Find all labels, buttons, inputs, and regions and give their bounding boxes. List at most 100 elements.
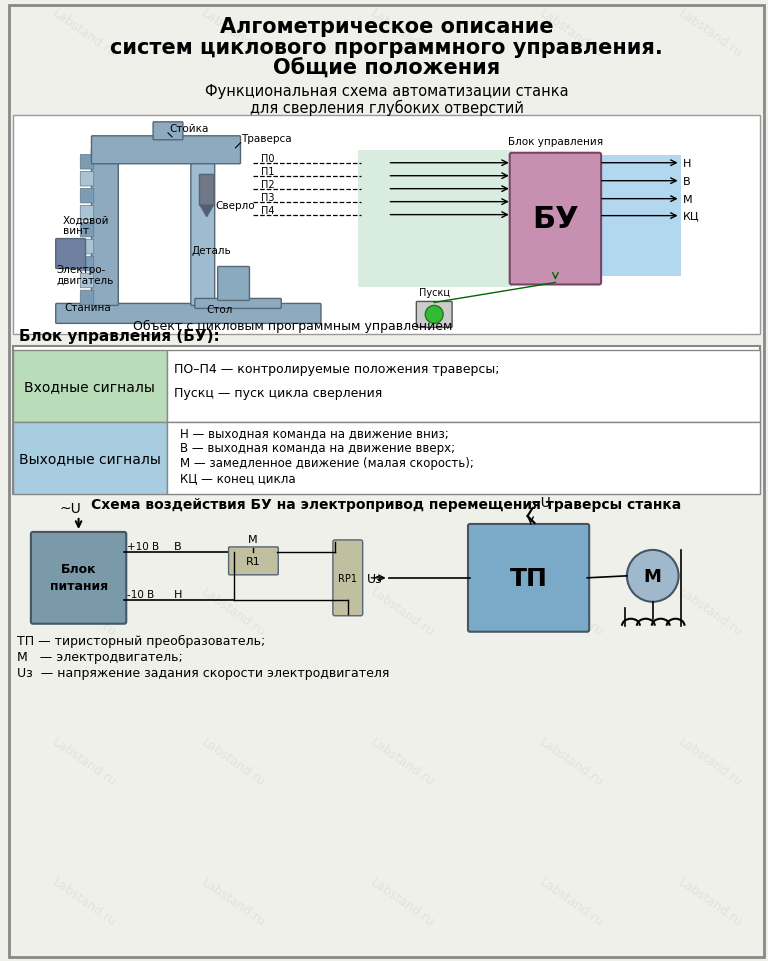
FancyBboxPatch shape	[91, 150, 118, 307]
Text: винт: винт	[63, 225, 88, 235]
Text: Блок управления (БУ):: Блок управления (БУ):	[19, 329, 220, 344]
Text: Labstand.ru: Labstand.ru	[676, 8, 745, 61]
FancyBboxPatch shape	[190, 155, 215, 307]
Text: Функциональная схема автоматизации станка: Функциональная схема автоматизации станк…	[205, 85, 568, 99]
FancyBboxPatch shape	[81, 172, 94, 186]
Text: Пускц: Пускц	[419, 288, 450, 298]
Text: Стойка: Стойка	[169, 124, 208, 134]
FancyBboxPatch shape	[153, 123, 183, 140]
Text: В: В	[683, 177, 690, 186]
Text: Labstand.ru: Labstand.ru	[676, 127, 745, 181]
FancyBboxPatch shape	[81, 240, 94, 255]
FancyBboxPatch shape	[510, 154, 601, 285]
Text: R1: R1	[246, 556, 261, 566]
FancyBboxPatch shape	[81, 223, 94, 237]
FancyBboxPatch shape	[167, 351, 760, 423]
Text: П3: П3	[261, 192, 275, 203]
Text: Uз  — напряжение задания скорости электродвигателя: Uз — напряжение задания скорости электро…	[17, 666, 389, 678]
Text: Labstand.ru: Labstand.ru	[537, 286, 606, 340]
Text: питания: питания	[49, 579, 108, 593]
Circle shape	[425, 307, 443, 324]
Text: Labstand.ru: Labstand.ru	[676, 735, 745, 788]
Polygon shape	[200, 206, 214, 217]
Text: Сверло: Сверло	[216, 201, 255, 210]
Text: Н: Н	[683, 159, 691, 168]
Text: П4: П4	[261, 206, 275, 215]
Text: Uз: Uз	[366, 572, 382, 585]
FancyBboxPatch shape	[13, 347, 760, 495]
Text: Labstand.ru: Labstand.ru	[368, 735, 437, 788]
Text: +10 В: +10 В	[127, 541, 160, 552]
Text: Траверса: Траверса	[241, 134, 292, 143]
Text: Labstand.ru: Labstand.ru	[199, 286, 268, 340]
Text: КЦ — конец цикла: КЦ — конец цикла	[180, 471, 296, 484]
FancyBboxPatch shape	[229, 548, 278, 576]
Text: Labstand.ru: Labstand.ru	[676, 875, 745, 928]
Text: Labstand.ru: Labstand.ru	[199, 875, 268, 928]
Circle shape	[627, 551, 679, 603]
Text: Н — выходная команда на движение вниз;: Н — выходная команда на движение вниз;	[180, 427, 449, 439]
FancyBboxPatch shape	[468, 525, 589, 632]
Text: Labstand.ru: Labstand.ru	[537, 585, 606, 639]
Text: Labstand.ru: Labstand.ru	[368, 286, 437, 340]
Text: Labstand.ru: Labstand.ru	[537, 436, 606, 489]
Text: Labstand.ru: Labstand.ru	[50, 735, 119, 788]
Text: Labstand.ru: Labstand.ru	[50, 585, 119, 639]
Text: Алгометрическое описание: Алгометрическое описание	[220, 17, 553, 37]
FancyBboxPatch shape	[195, 299, 281, 309]
Text: Блок управления: Блок управления	[508, 136, 603, 147]
FancyBboxPatch shape	[81, 189, 94, 204]
Text: М — замедленное движение (малая скорость);: М — замедленное движение (малая скорость…	[180, 456, 474, 469]
Text: Labstand.ru: Labstand.ru	[50, 875, 119, 928]
Text: Labstand.ru: Labstand.ru	[368, 436, 437, 489]
Text: Labstand.ru: Labstand.ru	[199, 436, 268, 489]
Text: Labstand.ru: Labstand.ru	[537, 127, 606, 181]
Text: Labstand.ru: Labstand.ru	[50, 127, 119, 181]
Text: Labstand.ru: Labstand.ru	[199, 127, 268, 181]
FancyBboxPatch shape	[599, 156, 680, 277]
FancyBboxPatch shape	[56, 304, 321, 324]
Text: П0: П0	[261, 154, 275, 163]
Text: Labstand.ru: Labstand.ru	[50, 286, 119, 340]
Text: Labstand.ru: Labstand.ru	[537, 8, 606, 61]
Text: М: М	[247, 534, 257, 544]
Text: Пускц — пуск цикла сверления: Пускц — пуск цикла сверления	[174, 386, 382, 400]
Text: Н: Н	[174, 589, 182, 599]
Text: Labstand.ru: Labstand.ru	[199, 8, 268, 61]
Text: М: М	[644, 567, 662, 585]
FancyBboxPatch shape	[13, 423, 167, 495]
FancyBboxPatch shape	[31, 532, 126, 624]
Text: ~U: ~U	[60, 502, 81, 515]
FancyBboxPatch shape	[81, 257, 94, 272]
Text: RP1: RP1	[338, 573, 357, 583]
Text: Выходные сигналы: Выходные сигналы	[18, 452, 161, 466]
Text: Labstand.ru: Labstand.ru	[199, 735, 268, 788]
Text: Электро-: Электро-	[57, 265, 106, 275]
FancyBboxPatch shape	[167, 423, 760, 495]
Text: Labstand.ru: Labstand.ru	[676, 436, 745, 489]
FancyBboxPatch shape	[416, 302, 452, 328]
Text: Labstand.ru: Labstand.ru	[368, 585, 437, 639]
Text: П1: П1	[261, 166, 275, 177]
FancyBboxPatch shape	[358, 151, 511, 288]
FancyBboxPatch shape	[217, 267, 250, 301]
FancyBboxPatch shape	[200, 175, 214, 206]
Text: В — выходная команда на движение вверх;: В — выходная команда на движение вверх;	[180, 441, 455, 455]
Text: Labstand.ru: Labstand.ru	[676, 585, 745, 639]
FancyBboxPatch shape	[13, 351, 167, 423]
Text: Labstand.ru: Labstand.ru	[537, 875, 606, 928]
Text: Labstand.ru: Labstand.ru	[537, 735, 606, 788]
Text: для сверления глубоких отверстий: для сверления глубоких отверстий	[250, 100, 524, 116]
Text: ТП: ТП	[510, 566, 548, 590]
Text: Labstand.ru: Labstand.ru	[368, 127, 437, 181]
Text: Labstand.ru: Labstand.ru	[368, 8, 437, 61]
FancyBboxPatch shape	[81, 206, 94, 221]
Text: Labstand.ru: Labstand.ru	[199, 585, 268, 639]
Text: систем циклового программного управления.: систем циклового программного управления…	[110, 37, 663, 58]
Text: Блок: Блок	[61, 563, 96, 576]
Text: ПО–П4 — контролируемые положения траверсы;: ПО–П4 — контролируемые положения траверс…	[174, 362, 499, 376]
Text: Labstand.ru: Labstand.ru	[50, 436, 119, 489]
Text: Схема воздействия БУ на электропривод перемещения траверсы станка: Схема воздействия БУ на электропривод пе…	[91, 498, 682, 511]
Text: ТП — тиристорный преобразователь;: ТП — тиристорный преобразователь;	[17, 634, 265, 647]
Text: -10 В: -10 В	[127, 589, 154, 599]
